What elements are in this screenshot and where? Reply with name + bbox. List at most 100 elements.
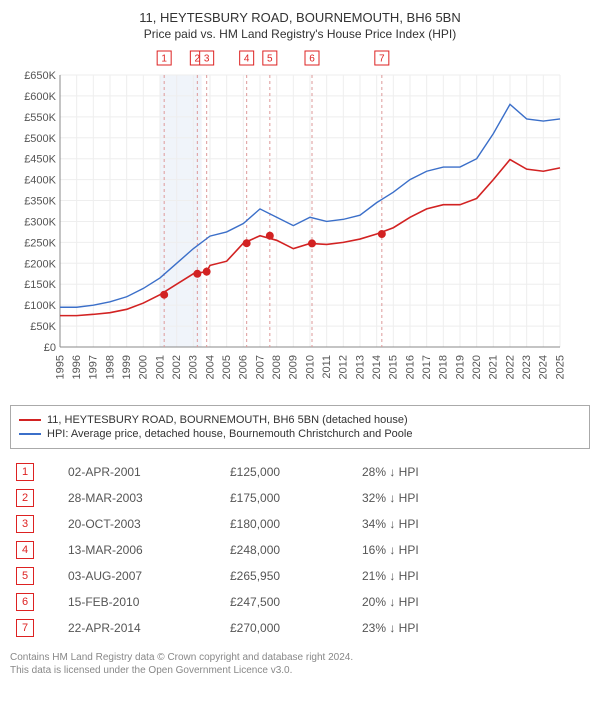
svg-text:2018: 2018 xyxy=(438,355,450,379)
svg-text:£550K: £550K xyxy=(24,112,56,124)
svg-text:2022: 2022 xyxy=(504,355,516,379)
tx-diff-cell: 21% ↓ HPI xyxy=(356,563,590,589)
tx-num-cell: 4 xyxy=(10,537,62,563)
tx-num-cell: 3 xyxy=(10,511,62,537)
svg-text:1999: 1999 xyxy=(121,355,133,379)
svg-text:2009: 2009 xyxy=(288,355,300,379)
footer-attribution: Contains HM Land Registry data © Crown c… xyxy=(10,651,590,677)
svg-text:2019: 2019 xyxy=(454,355,466,379)
tx-diff-cell: 28% ↓ HPI xyxy=(356,459,590,485)
footer-line1: Contains HM Land Registry data © Crown c… xyxy=(10,651,590,664)
tx-num-cell: 2 xyxy=(10,485,62,511)
tx-diff-cell: 34% ↓ HPI xyxy=(356,511,590,537)
table-row: 1 02-APR-2001£125,00028% ↓ HPI xyxy=(10,459,590,485)
tx-number-box: 5 xyxy=(16,567,34,585)
svg-text:2011: 2011 xyxy=(321,355,333,379)
svg-text:2001: 2001 xyxy=(154,355,166,379)
svg-text:2021: 2021 xyxy=(488,355,500,379)
chart-container: £0 £50K £100K £150K £200K £250K £300K £350K £400… xyxy=(10,47,590,397)
tx-price-cell: £180,000 xyxy=(224,511,356,537)
svg-text:£0: £0 xyxy=(44,342,56,354)
svg-text:2008: 2008 xyxy=(271,355,283,379)
tx-num-cell: 1 xyxy=(10,459,62,485)
table-row: 4 13-MAR-2006£248,00016% ↓ HPI xyxy=(10,537,590,563)
svg-text:2010: 2010 xyxy=(304,355,316,379)
svg-text:£200K: £200K xyxy=(24,258,56,270)
svg-text:2012: 2012 xyxy=(338,355,350,379)
tx-price-cell: £175,000 xyxy=(224,485,356,511)
svg-text:2020: 2020 xyxy=(471,355,483,379)
tx-diff-cell: 23% ↓ HPI xyxy=(356,615,590,641)
legend: 11, HEYTESBURY ROAD, BOURNEMOUTH, BH6 5B… xyxy=(10,405,590,449)
svg-text:£300K: £300K xyxy=(24,216,56,228)
svg-text:2007: 2007 xyxy=(254,355,266,379)
tx-number-box: 3 xyxy=(16,515,34,533)
svg-text:2006: 2006 xyxy=(238,355,250,379)
table-row: 615-FEB-2010£247,50020% ↓ HPI xyxy=(10,589,590,615)
svg-text:2023: 2023 xyxy=(521,355,533,379)
svg-text:4: 4 xyxy=(244,54,250,65)
tx-date-cell: 20-OCT-2003 xyxy=(62,511,224,537)
svg-text:£400K: £400K xyxy=(24,175,56,187)
legend-label: HPI: Average price, detached house, Bour… xyxy=(47,428,412,440)
svg-text:2000: 2000 xyxy=(138,355,150,379)
tx-diff-cell: 16% ↓ HPI xyxy=(356,537,590,563)
table-row: 3 20-OCT-2003£180,00034% ↓ HPI xyxy=(10,511,590,537)
price-chart: £0 £50K £100K £150K £200K £250K £300K £350K £400… xyxy=(10,47,570,397)
svg-text:2015: 2015 xyxy=(388,355,400,379)
title-sub: Price paid vs. HM Land Registry's House … xyxy=(10,27,590,41)
svg-text:7: 7 xyxy=(379,54,385,65)
svg-text:£100K: £100K xyxy=(24,300,56,312)
legend-row: 11, HEYTESBURY ROAD, BOURNEMOUTH, BH6 5B… xyxy=(19,414,581,426)
tx-diff-cell: 20% ↓ HPI xyxy=(356,589,590,615)
tx-date-cell: 13-MAR-2006 xyxy=(62,537,224,563)
svg-text:5: 5 xyxy=(267,54,273,65)
svg-text:1: 1 xyxy=(161,54,167,65)
tx-price-cell: £248,000 xyxy=(224,537,356,563)
svg-text:1995: 1995 xyxy=(54,355,66,379)
table-row: 722-APR-2014£270,00023% ↓ HPI xyxy=(10,615,590,641)
tx-date-cell: 22-APR-2014 xyxy=(62,615,224,641)
tx-price-cell: £125,000 xyxy=(224,459,356,485)
table-row: 5 03-AUG-2007£265,95021% ↓ HPI xyxy=(10,563,590,589)
svg-text:2002: 2002 xyxy=(171,355,183,379)
tx-num-cell: 5 xyxy=(10,563,62,589)
tx-number-box: 2 xyxy=(16,489,34,507)
legend-swatch xyxy=(19,419,41,421)
tx-date-cell: 15-FEB-2010 xyxy=(62,589,224,615)
tx-date-cell: 02-APR-2001 xyxy=(62,459,224,485)
title-main: 11, HEYTESBURY ROAD, BOURNEMOUTH, BH6 5B… xyxy=(10,10,590,25)
svg-text:2016: 2016 xyxy=(404,355,416,379)
tx-price-cell: £270,000 xyxy=(224,615,356,641)
svg-text:£650K: £650K xyxy=(24,70,56,82)
tx-date-cell: 03-AUG-2007 xyxy=(62,563,224,589)
svg-text:£350K: £350K xyxy=(24,196,56,208)
svg-text:£600K: £600K xyxy=(24,91,56,103)
svg-text:£250K: £250K xyxy=(24,237,56,249)
tx-price-cell: £265,950 xyxy=(224,563,356,589)
footer-line2: This data is licensed under the Open Gov… xyxy=(10,664,590,677)
svg-text:£450K: £450K xyxy=(24,154,56,166)
svg-text:1998: 1998 xyxy=(104,355,116,379)
tx-number-box: 4 xyxy=(16,541,34,559)
tx-date-cell: 28-MAR-2003 xyxy=(62,485,224,511)
svg-text:£50K: £50K xyxy=(30,321,56,333)
tx-num-cell: 6 xyxy=(10,589,62,615)
svg-text:6: 6 xyxy=(309,54,315,65)
svg-text:£500K: £500K xyxy=(24,133,56,145)
svg-text:2024: 2024 xyxy=(538,355,550,379)
legend-swatch xyxy=(19,433,41,435)
tx-number-box: 6 xyxy=(16,593,34,611)
transactions-table: 1 02-APR-2001£125,00028% ↓ HPI 2 28-MAR-200… xyxy=(10,459,590,641)
tx-number-box: 1 xyxy=(16,463,34,481)
svg-text:2013: 2013 xyxy=(354,355,366,379)
legend-row: HPI: Average price, detached house, Bour… xyxy=(19,428,581,440)
svg-text:£150K: £150K xyxy=(24,279,56,291)
svg-text:2014: 2014 xyxy=(371,355,383,379)
svg-text:2005: 2005 xyxy=(221,355,233,379)
svg-text:3: 3 xyxy=(204,54,210,65)
legend-label: 11, HEYTESBURY ROAD, BOURNEMOUTH, BH6 5B… xyxy=(47,414,408,426)
chart-title-block: 11, HEYTESBURY ROAD, BOURNEMOUTH, BH6 5B… xyxy=(10,10,590,41)
table-row: 228-MAR-2003£175,00032% ↓ HPI xyxy=(10,485,590,511)
svg-text:2004: 2004 xyxy=(204,355,216,379)
